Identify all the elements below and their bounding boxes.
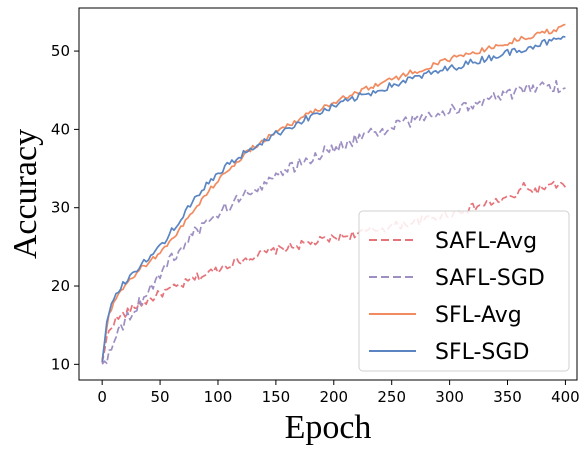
y-axis-title: Accuracy (7, 129, 44, 259)
series-line-safl-avg (101, 180, 567, 363)
x-tick-label: 0 (97, 388, 107, 406)
legend-box (358, 210, 570, 372)
legend-label-safl-avg: SAFL-Avg (435, 229, 537, 254)
x-axis-ticks: 0 50 100 150 200 250 300 350 400 (97, 380, 580, 406)
x-tick-label: 100 (204, 388, 233, 406)
x-tick-label: 400 (551, 388, 580, 406)
series-line-safl-sgd (101, 79, 566, 365)
series-line-sfl-avg (101, 23, 566, 361)
legend-label-sfl-sgd: SFL-SGD (435, 340, 529, 365)
y-tick-label: 40 (51, 120, 70, 138)
plot-frame (78, 7, 578, 381)
x-axis-title: Epoch (285, 409, 372, 446)
y-tick-label: 50 (51, 42, 70, 60)
x-tick-label: 150 (262, 388, 291, 406)
legend-label-safl-sgd: SAFL-SGD (435, 266, 545, 291)
legend: SAFL-Avg SAFL-SGD SFL-Avg SFL-SGD (358, 210, 570, 372)
x-tick-label: 50 (151, 388, 170, 406)
x-tick-label: 250 (377, 388, 406, 406)
series-line-sfl-sgd (101, 35, 566, 363)
y-tick-label: 20 (51, 277, 70, 295)
y-tick-label: 10 (51, 355, 70, 373)
x-tick-label: 350 (493, 388, 522, 406)
legend-label-sfl-avg: SFL-Avg (435, 303, 522, 328)
series-layer (101, 23, 567, 365)
x-tick-label: 200 (319, 388, 348, 406)
x-tick-label: 300 (435, 388, 464, 406)
y-axis-ticks: 10 20 30 40 50 (51, 42, 79, 373)
y-tick-label: 30 (51, 199, 70, 217)
